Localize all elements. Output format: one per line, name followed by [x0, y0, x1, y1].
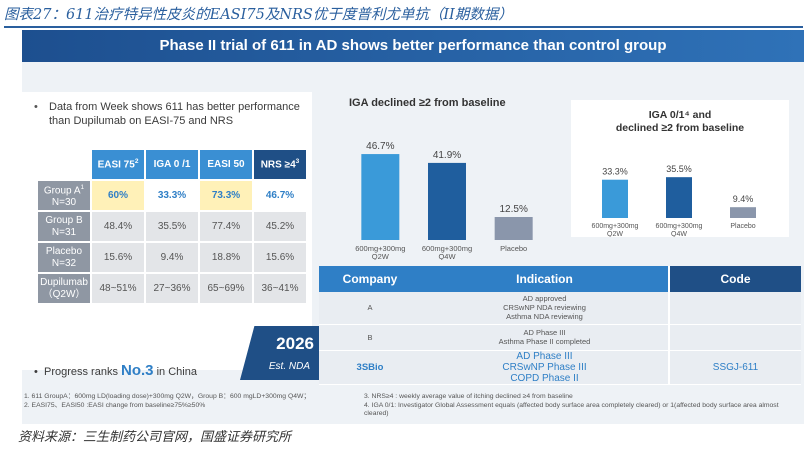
- indication-cell: AD Phase III Asthma Phase II completed: [421, 324, 669, 351]
- company-cell: 3SBio: [319, 350, 421, 385]
- company-cell: B: [319, 324, 421, 351]
- row-header-group-b: Group B N=31: [36, 210, 92, 243]
- source-note: 资料来源：三生制药公司官网，国盛证券研究所: [18, 430, 292, 445]
- header-nrs4: NRS ≥43: [252, 148, 308, 181]
- bar-value-label: 41.9%: [433, 150, 461, 161]
- footnotes-left: 1. 611 GroupA：600mg LD(loading dose)+300…: [24, 393, 359, 410]
- header-empty: [36, 148, 92, 181]
- row-header-group-a: Group A1 N=30: [36, 179, 92, 212]
- table-cell: 15.6%: [90, 241, 146, 274]
- company-cell: A: [319, 292, 421, 325]
- chart-title: IGA declined ≥2 from baseline: [349, 97, 506, 109]
- bar-value-label: 46.7%: [366, 141, 394, 152]
- bar: [730, 207, 756, 218]
- bar: [494, 217, 533, 240]
- table-row: Dupilumab （Q2W） 48~51% 27~36% 65~69% 36~4…: [36, 272, 308, 305]
- title-rule: [4, 26, 803, 28]
- table-cell: 27~36%: [144, 272, 200, 305]
- table-cell: 35.5%: [144, 210, 200, 243]
- rank-prefix: Progress ranks: [43, 366, 122, 378]
- table-cell: 33.3%: [144, 179, 200, 212]
- bar-value-label: 35.5%: [666, 164, 692, 174]
- table-cell: 18.8%: [198, 241, 254, 274]
- bar-value-label: 33.3%: [602, 167, 628, 177]
- footnote-1: 1. 611 GroupA：600mg LD(loading dose)+300…: [24, 393, 311, 400]
- bar-value-label: 9.4%: [733, 194, 754, 204]
- chart-iga-declined: IGA declined ≥2 from baseline 46.7% 600mg+…: [349, 97, 533, 260]
- row-header-placebo: Placebo N=32: [36, 241, 92, 274]
- footnote-3: 3. NRS≥4 : weekly average value of itchi…: [364, 393, 573, 400]
- category-label: 600mg+300mg: [355, 244, 405, 253]
- category-label: Placebo: [730, 223, 755, 230]
- left-panel: • Data from Week shows 611 has better pe…: [22, 92, 312, 379]
- nda-year: 2026: [276, 334, 314, 353]
- table-cell: 48.4%: [90, 210, 146, 243]
- header-company: Company: [319, 266, 421, 292]
- code-cell: [668, 324, 801, 351]
- table-row: 3SBio AD Phase III CRSwNP Phase III COPD P…: [319, 350, 801, 385]
- table-cell: 9.4%: [144, 241, 200, 274]
- row-header-dupilumab: Dupilumab （Q2W）: [36, 272, 92, 305]
- category-label: Q2W: [607, 231, 623, 237]
- table-cell: 45.2%: [252, 210, 308, 243]
- table-cell: 60%: [90, 179, 146, 212]
- category-label: Q4W: [671, 231, 687, 237]
- nda-label: Est. NDA: [268, 361, 310, 372]
- chart-title: IGA 0/1⁴ and: [649, 109, 712, 121]
- header-easi75: EASI 752: [90, 148, 146, 181]
- rank-highlight: No.3: [121, 362, 154, 379]
- category-label: 600mg+300mg: [656, 223, 703, 230]
- table-cell: 15.6%: [252, 241, 308, 274]
- header-indication: Indication: [421, 266, 669, 292]
- footnote-4: 4. IGA 0/1: Investigator Global Assessme…: [364, 401, 779, 418]
- bar: [666, 177, 692, 218]
- code-cell: SSGJ-611: [668, 350, 801, 385]
- table-cell: 46.7%: [252, 179, 308, 212]
- table-row: B AD Phase III Asthma Phase II completed: [319, 324, 801, 351]
- table-row: A AD approved CRSwNP NDA reviewing Asthma …: [319, 292, 801, 325]
- table-cell: 65~69%: [198, 272, 254, 305]
- bullet-week-data: • Data from Week shows 611 has better pe…: [34, 100, 304, 128]
- figure-title: 图表27：611治疗特异性皮炎的EASI75及NRS优于度普利尤单抗（II期数据…: [4, 7, 513, 23]
- code-cell: [668, 292, 801, 325]
- footnotes-right: 3. NRS≥4 : weekly average value of itchi…: [364, 393, 802, 419]
- bar: [428, 162, 466, 240]
- category-label: 600mg+300mg: [422, 244, 472, 253]
- bar: [361, 154, 400, 240]
- indication-cell: AD Phase III CRSwNP Phase III COPD Phase I…: [421, 350, 669, 385]
- efficacy-table: EASI 752 IGA 0 /1 EASI 50 NRS ≥43 Group …: [36, 148, 308, 305]
- category-label: Q4W: [438, 252, 456, 260]
- table-cell: 48~51%: [90, 272, 146, 305]
- indication-header-row: Company Indication Code: [319, 266, 801, 292]
- table-cell: 77.4%: [198, 210, 254, 243]
- table-cell: 73.3%: [198, 179, 254, 212]
- indication-table: Company Indication Code A AD approved CRS…: [319, 266, 801, 385]
- bullet-dot: •: [34, 366, 38, 378]
- category-label: Placebo: [500, 244, 527, 253]
- bullet-dot: •: [34, 101, 38, 113]
- header-code: Code: [668, 266, 801, 292]
- nda-badge: 2026 Est. NDA: [240, 326, 320, 380]
- chart-title: declined ≥2 from baseline: [616, 122, 744, 134]
- table-cell: 36~41%: [252, 272, 308, 305]
- category-label: 600mg+300mg: [592, 223, 639, 230]
- slide: Phase II trial of 611 in AD shows better…: [22, 30, 804, 424]
- table-row: Group A1 N=30 60% 33.3% 73.3% 46.7%: [36, 179, 308, 212]
- slide-banner: Phase II trial of 611 in AD shows better…: [22, 30, 804, 62]
- bar-value-label: 12.5%: [499, 204, 527, 215]
- header-easi50: EASI 50: [198, 148, 254, 181]
- bullet-text: Data from Week shows 611 has better perf…: [49, 101, 300, 127]
- header-iga01: IGA 0 /1: [144, 148, 200, 181]
- category-label: Q2W: [372, 252, 390, 260]
- bar: [602, 179, 628, 218]
- table-row: Group B N=31 48.4% 35.5% 77.4% 45.2%: [36, 210, 308, 243]
- footnote-2: 2. EASI75、EASI50 :EASI change from basel…: [24, 401, 206, 409]
- bullet-progress-rank: • Progress ranks No.3 in China: [34, 362, 197, 379]
- indication-cell: AD approved CRSwNP NDA reviewing Asthma ND…: [421, 292, 669, 325]
- rank-suffix: in China: [153, 366, 197, 378]
- table-row: Placebo N=32 15.6% 9.4% 18.8% 15.6%: [36, 241, 308, 274]
- efficacy-header-row: EASI 752 IGA 0 /1 EASI 50 NRS ≥43: [36, 148, 308, 181]
